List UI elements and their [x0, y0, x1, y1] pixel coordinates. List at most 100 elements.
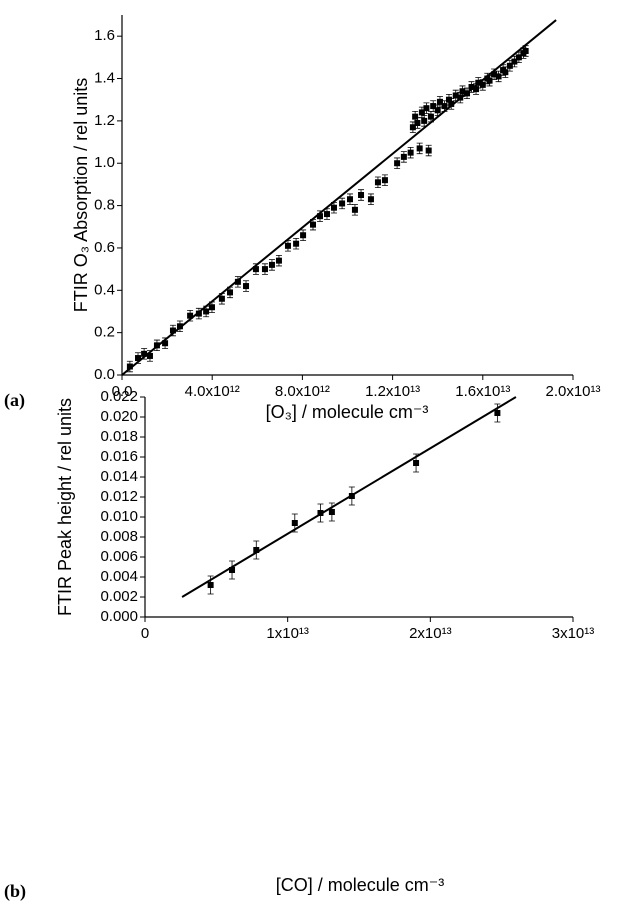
y-tick-label: 0.006 — [100, 548, 138, 565]
data-point — [275, 257, 282, 264]
y-tick-label: 0.014 — [100, 468, 138, 485]
x-tick-label: 3x10¹³ — [552, 625, 595, 642]
data-point — [229, 567, 236, 573]
y-tick-label: 1.4 — [94, 69, 115, 86]
data-point — [374, 179, 381, 186]
y-tick-label: 1.2 — [94, 112, 115, 129]
data-point — [409, 124, 416, 131]
y-tick-label: 0.002 — [100, 588, 138, 605]
x-tick-label: 0 — [141, 625, 149, 642]
data-point — [421, 117, 428, 124]
data-point — [316, 213, 323, 220]
data-point — [425, 147, 432, 154]
y-tick-label: 0.016 — [100, 448, 138, 465]
y-tick-label: 0.010 — [100, 508, 138, 525]
data-point — [381, 177, 388, 184]
panel-label: (b) — [4, 881, 26, 902]
data-point — [412, 113, 419, 120]
data-point — [207, 582, 214, 588]
x-tick-label: 0.0 — [112, 383, 133, 400]
x-axis-title: [O₃] / molecule cm⁻³ — [266, 402, 429, 422]
data-point — [434, 107, 441, 114]
data-point — [430, 103, 437, 110]
data-point — [436, 98, 443, 105]
y-tick-label: 0.018 — [100, 428, 138, 445]
data-point — [284, 242, 291, 249]
data-point — [252, 266, 259, 273]
data-point — [400, 153, 407, 160]
y-tick-label: 0.0 — [94, 366, 115, 383]
data-point — [208, 304, 215, 311]
data-point — [407, 149, 414, 156]
data-point — [243, 283, 250, 290]
data-point — [416, 145, 423, 152]
data-point — [441, 103, 448, 110]
y-tick-label: 0.012 — [100, 488, 138, 505]
fit-line — [121, 19, 557, 376]
data-point — [522, 48, 529, 54]
data-point — [464, 90, 471, 97]
data-point — [176, 323, 183, 330]
x-tick-label: 2.0x10¹³ — [545, 383, 600, 400]
data-point — [195, 310, 202, 317]
data-point — [126, 363, 133, 370]
data-point — [367, 196, 374, 203]
data-point — [491, 71, 498, 78]
data-point — [153, 342, 160, 349]
data-point — [473, 86, 480, 93]
x-tick-label: 2x10¹³ — [409, 625, 452, 642]
data-point — [328, 509, 335, 515]
data-point — [253, 547, 260, 553]
data-point — [309, 221, 316, 228]
x-tick-label: 4.0x10¹² — [185, 383, 240, 400]
data-point — [291, 520, 298, 526]
y-tick-label: 1.0 — [94, 154, 115, 171]
data-point — [261, 266, 268, 273]
data-point — [457, 94, 464, 101]
y-axis-title: FTIR Peak height / rel units — [55, 398, 75, 616]
data-point — [218, 295, 225, 302]
data-point — [423, 105, 430, 112]
y-tick-label: 0.6 — [94, 239, 115, 256]
data-point — [414, 120, 421, 126]
data-point — [445, 96, 452, 103]
data-point — [358, 192, 365, 198]
y-tick-label: 0.000 — [100, 608, 138, 625]
data-point — [479, 81, 486, 88]
data-point — [511, 58, 518, 65]
data-point — [323, 211, 330, 218]
data-point — [293, 240, 300, 247]
y-axis-title: FTIR O₃ Absorption / rel units — [71, 78, 91, 312]
data-point — [141, 350, 148, 357]
y-tick-label: 0.2 — [94, 324, 115, 341]
x-tick-label: 1x10¹³ — [266, 625, 309, 642]
data-point — [486, 77, 493, 84]
data-point — [502, 69, 509, 76]
data-point — [418, 109, 425, 116]
x-axis-title: [CO] / molecule cm⁻³ — [276, 875, 445, 895]
data-point — [427, 113, 434, 120]
x-tick-label: 8.0x10¹² — [275, 383, 330, 400]
data-point — [339, 200, 346, 207]
x-tick-label: 1.6x10¹³ — [455, 383, 510, 400]
data-point — [506, 62, 513, 69]
data-point — [169, 327, 176, 334]
data-point — [459, 88, 466, 95]
data-point — [346, 196, 353, 203]
data-point — [227, 289, 234, 296]
data-point — [162, 340, 169, 347]
data-point — [475, 79, 482, 86]
data-point — [203, 308, 210, 315]
y-tick-label: 0.022 — [100, 388, 138, 405]
y-tick-label: 0.4 — [94, 281, 115, 298]
data-point — [300, 232, 307, 239]
data-point — [135, 355, 142, 362]
data-point — [351, 206, 358, 213]
data-point — [146, 352, 153, 359]
data-point — [468, 84, 475, 90]
y-tick-label: 0.020 — [100, 408, 138, 425]
y-tick-label: 0.8 — [94, 197, 115, 214]
y-tick-label: 0.008 — [100, 528, 138, 545]
data-point — [394, 160, 401, 167]
